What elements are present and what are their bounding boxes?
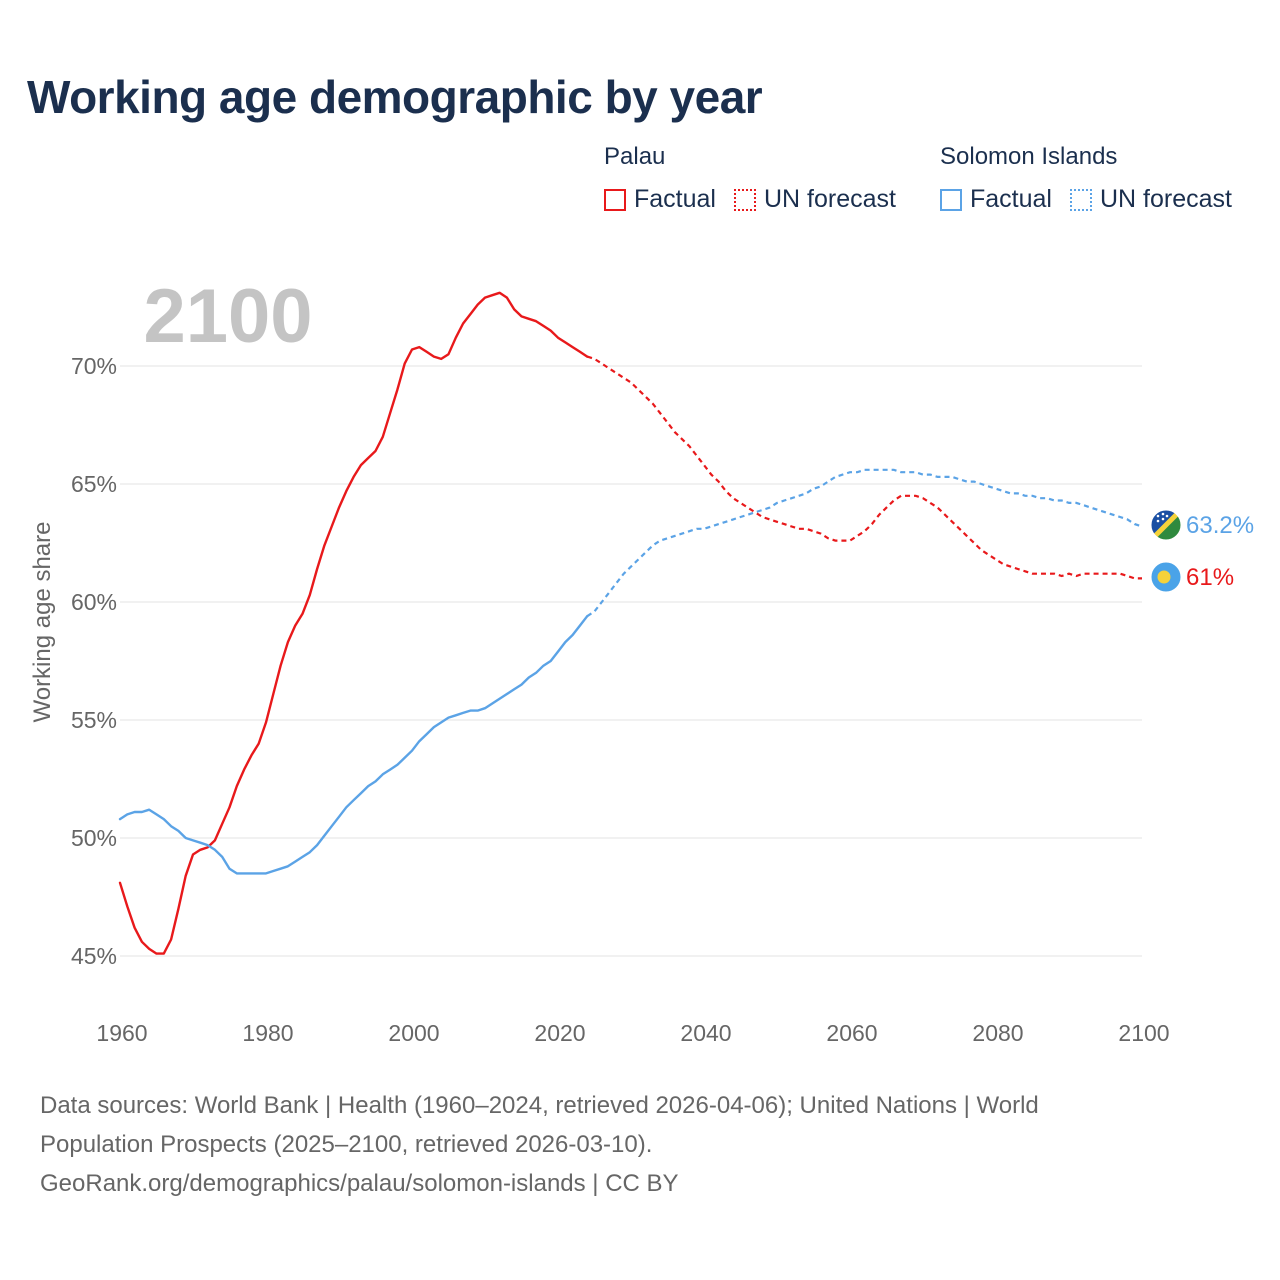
y-tick-label: 70%	[71, 353, 117, 379]
x-tick-label: 2060	[826, 1020, 877, 1046]
x-tick-label: 1960	[96, 1020, 147, 1046]
x-tick-label: 1980	[242, 1020, 293, 1046]
x-tick-label: 2020	[534, 1020, 585, 1046]
legend-swatch-dotted-icon	[733, 188, 756, 211]
legend-swatch-dotted-icon	[1069, 188, 1092, 211]
footer: Data sources: World Bank | Health (1960–…	[40, 1086, 1240, 1203]
y-tick-label: 65%	[71, 471, 117, 497]
legend-swatch-icon	[940, 188, 962, 211]
line-chart: 45% 50% 55% 60% 65% 70% 1960 1980 2000 2020 2040 20…	[29, 274, 1254, 1046]
legend-palau-factual[interactable]: Factual	[604, 185, 716, 214]
footer-sources-line-2: Population Prospects (2025–2100, retriev…	[40, 1131, 653, 1158]
y-tick-label: 60%	[71, 589, 117, 615]
footer-sources-line-1: Data sources: World Bank | Health (1960–…	[40, 1092, 1039, 1119]
y-tick-label: 50%	[71, 825, 117, 851]
legend-solomon-islands-factual-label: Factual	[970, 185, 1052, 213]
legend-solomon-islands-factual[interactable]: Factual	[940, 185, 1052, 214]
palau-end-label: 61%	[1186, 564, 1234, 591]
legend-palau-title: Palau	[604, 143, 666, 170]
y-tick-label: 45%	[71, 943, 117, 969]
x-tick-label: 2040	[680, 1020, 731, 1046]
solomon-islands-forecast-line	[586, 468, 1143, 618]
legend-palau-forecast[interactable]: UN forecast	[733, 185, 896, 214]
y-tick-label: 55%	[71, 707, 117, 733]
x-tick-label: 2080	[972, 1020, 1023, 1046]
palau-flag-icon	[1150, 561, 1182, 593]
legend-swatch-icon	[604, 188, 626, 211]
footer-attribution-link[interactable]: GeoRank.org/demographics/palau/solomon-i…	[40, 1170, 679, 1197]
solomon-islands-flag-icon	[1150, 509, 1182, 541]
y-axis-title: Working age share	[29, 522, 56, 723]
year-label: 2100	[143, 274, 312, 359]
x-tick-label: 2000	[388, 1020, 439, 1046]
palau-factual-line	[118, 291, 589, 955]
legend-solomon-islands-title: Solomon Islands	[940, 143, 1118, 170]
legend-solomon-islands-forecast-label: UN forecast	[1099, 185, 1232, 213]
legend-palau: Palau Factual UN forecast	[604, 143, 914, 214]
palau-forecast-line	[586, 355, 1142, 580]
legend-solomon-islands: Solomon Islands Factual UN forecast	[940, 143, 1250, 214]
page-title: Working age demographic by year	[27, 71, 763, 123]
solomon-islands-end-label: 63.2%	[1186, 512, 1254, 539]
solomon-islands-factual-line	[118, 615, 589, 875]
legend-palau-factual-label: Factual	[634, 185, 716, 213]
x-tick-label: 2100	[1118, 1020, 1169, 1046]
legend-palau-forecast-label: UN forecast	[763, 185, 896, 213]
legend-solomon-islands-forecast[interactable]: UN forecast	[1069, 185, 1232, 214]
